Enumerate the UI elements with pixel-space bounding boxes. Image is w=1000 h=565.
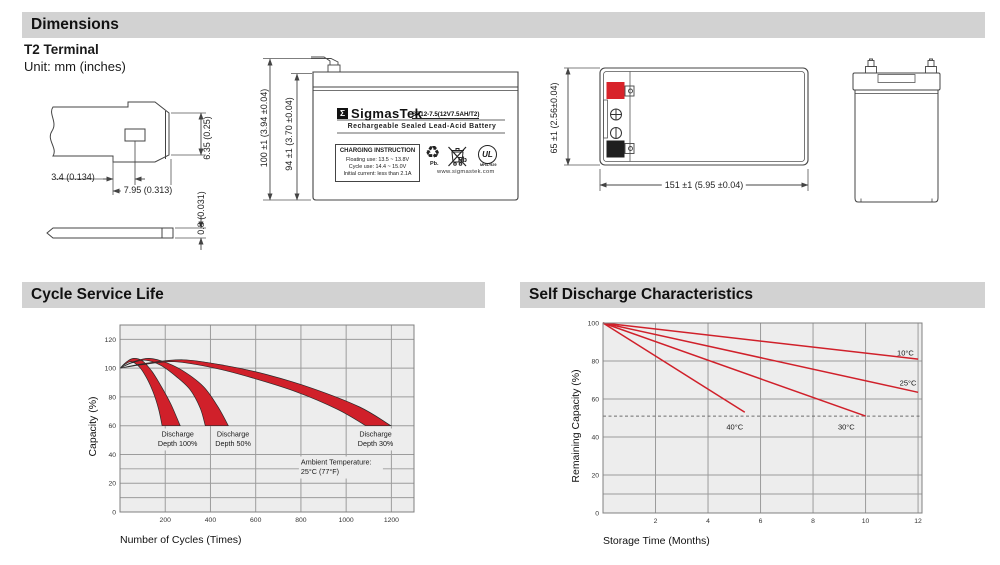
minus-symbol-icon [610,127,622,139]
svg-text:40°C: 40°C [726,422,743,431]
svg-text:Discharge: Discharge [217,429,249,438]
svg-text:0: 0 [595,510,599,517]
terminal-thickness-dim-label: 0.8 (0.031) [196,191,206,235]
recycle-icon: ♻ [425,143,441,162]
svg-text:25°C (77°F): 25°C (77°F) [301,467,339,476]
svg-text:Depth 30%: Depth 30% [358,439,394,448]
svg-text:2: 2 [654,518,658,525]
svg-text:Discharge: Discharge [161,429,193,438]
crossed-bin-icon [448,146,467,167]
svg-text:Discharge: Discharge [359,429,391,438]
plus-symbol-icon [610,108,622,121]
svg-text:Storage Time (Months): Storage Time (Months) [603,535,710,547]
battery-length-dim-label: 151 ±1 (5.95 ±0.04) [661,180,747,190]
svg-text:120: 120 [105,337,117,344]
battery-width-dim-label: 65 ±1 (2.56±0.04) [549,82,559,154]
svg-text:80: 80 [108,394,116,401]
self-discharge-chart: 10°C 25°C 30°C 40°C 0 20 40 60 80 100 2 4 6 8 10 12 Stor… [570,320,923,547]
charging-line-3: Initial current: less than 2.1A [343,171,412,177]
svg-text:30°C: 30°C [838,422,855,431]
svg-text:60: 60 [108,423,116,430]
ul-logo: UL [478,145,497,164]
svg-text:Depth 100%: Depth 100% [158,439,198,448]
terminal-height-dim-label: 6.35 (0.25) [202,116,212,160]
svg-text:400: 400 [205,517,217,524]
svg-text:1000: 1000 [339,517,354,524]
self-discharge-header-label: Self Discharge Characteristics [529,286,753,303]
brand-name: SigmasTek [351,106,423,121]
recycle-pb-label: Pb. [430,161,439,167]
svg-text:20: 20 [591,472,599,479]
svg-text:10: 10 [862,518,870,525]
svg-text:20: 20 [108,481,116,488]
dimensions-header-label: Dimensions [31,16,119,33]
svg-text:40: 40 [108,452,116,459]
svg-text:200: 200 [160,517,172,524]
negative-terminal-marker [606,140,625,158]
terminal-hole-offset-dim-label: 3.4 (0.134) [51,172,95,182]
svg-text:Capacity (%): Capacity (%) [87,396,99,456]
battery-type-text: Rechargeable Sealed Lead-Acid Battery [347,123,497,130]
svg-text:4: 4 [706,518,710,525]
svg-text:40: 40 [591,434,599,441]
cycle-service-life-header-label: Cycle Service Life [31,286,164,303]
svg-text:8: 8 [811,518,815,525]
svg-text:600: 600 [250,517,262,524]
terminal-blade-length-dim-label: 7.95 (0.313) [120,185,176,195]
dimensions-header: Dimensions [22,12,985,38]
svg-text:60: 60 [591,396,599,403]
svg-text:Number of Cycles (Times): Number of Cycles (Times) [120,534,242,546]
battery-case-height-dim-label: 94 ±1 (3.70 ±0.04) [284,97,294,171]
terminal-type-title: T2 Terminal [24,42,99,57]
svg-text:25°C: 25°C [900,379,917,388]
bin-pb-label: Pb [458,157,467,164]
svg-text:0: 0 [112,509,116,516]
svg-text:6: 6 [759,518,763,525]
svg-text:10°C: 10°C [897,348,914,357]
svg-text:100: 100 [588,320,600,327]
charging-line-1: Floating use: 13.5 ~ 13.8V [345,157,410,163]
svg-text:100: 100 [105,366,117,373]
terminal-detail-drawing [46,101,206,250]
svg-text:Remaining Capacity (%): Remaining Capacity (%) [570,369,582,482]
charging-instruction-box: CHARGING INSTRUCTION Floating use: 13.5 … [335,144,420,182]
website-text: www.sigmastek.com [437,169,495,175]
battery-overall-height-dim-label: 100 ±1 (3.94 ±0.04) [259,88,269,168]
svg-text:1200: 1200 [384,517,399,524]
svg-text:800: 800 [295,517,307,524]
charging-line-2: Cycle use: 14.4 ~ 15.0V [348,164,407,170]
charging-title: CHARGING INSTRUCTION [339,148,416,154]
svg-text:Depth 50%: Depth 50% [215,439,251,448]
svg-text:Ambient Temperature:: Ambient Temperature: [301,458,372,467]
battery-side-view-drawing [852,58,941,203]
positive-terminal-marker [606,82,625,99]
svg-text:12: 12 [914,518,922,525]
model-number: SP12-7.5(12V7.5AH/T2) [412,111,480,119]
svg-text:80: 80 [591,358,599,365]
battery-front-view-drawing [263,56,519,201]
unit-note: Unit: mm (inches) [24,59,126,74]
self-discharge-header: Self Discharge Characteristics [520,282,985,308]
label-rule-lines [337,119,505,134]
sigma-logo: Σ [337,108,348,119]
cycle-service-life-header: Cycle Service Life [22,282,485,308]
battery-top-view-drawing [564,67,809,191]
ul-file-number: MH47929 [480,163,497,167]
